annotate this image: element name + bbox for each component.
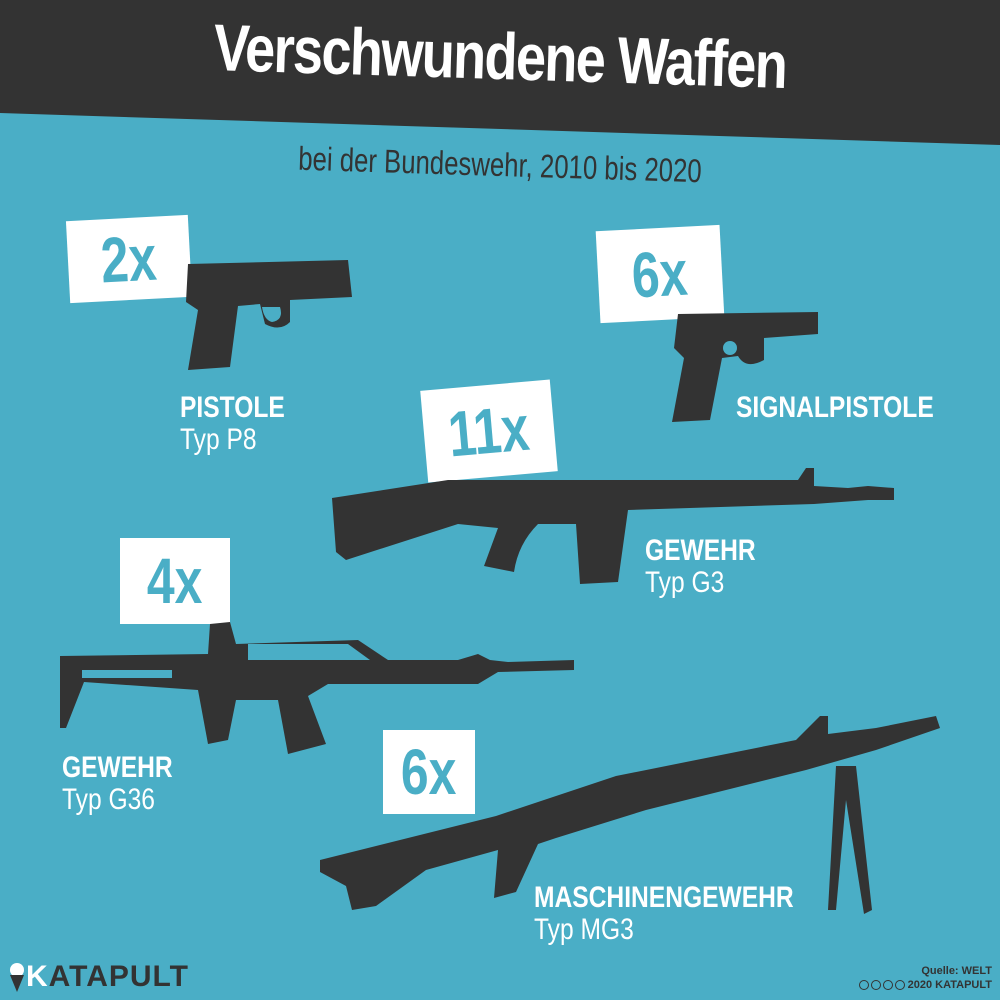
- label-pistole: PISTOLE Typ P8: [180, 391, 285, 456]
- machine-gun-icon: [320, 716, 940, 914]
- count-badge-pistole: 2x: [65, 214, 193, 304]
- label-signalpistole: SIGNALPISTOLE: [736, 391, 934, 424]
- source-info: Quelle: WELT 2020 KATAPULT: [858, 964, 992, 992]
- label-g3: GEWEHR Typ G3: [645, 534, 756, 599]
- katapult-logo: KATAPULT: [8, 960, 189, 994]
- pistol-icon: [186, 260, 352, 370]
- cc-license-icon: [858, 980, 905, 991]
- flare-gun-icon: [672, 312, 818, 422]
- ice-cream-icon: [10, 963, 24, 992]
- source-text: Quelle: WELT: [921, 965, 992, 977]
- rifle-g3-icon: [332, 468, 894, 584]
- label-g36: GEWEHR Typ G36: [62, 751, 173, 816]
- count-badge-mg3: 6x: [383, 730, 475, 814]
- copyright-text: 2020 KATAPULT: [907, 979, 992, 991]
- rifle-g36-icon: [60, 622, 574, 754]
- title-banner: [0, 0, 1000, 145]
- label-mg3: MASCHINENGEWEHR Typ MG3: [534, 881, 794, 946]
- count-badge-g36: 4x: [120, 538, 230, 624]
